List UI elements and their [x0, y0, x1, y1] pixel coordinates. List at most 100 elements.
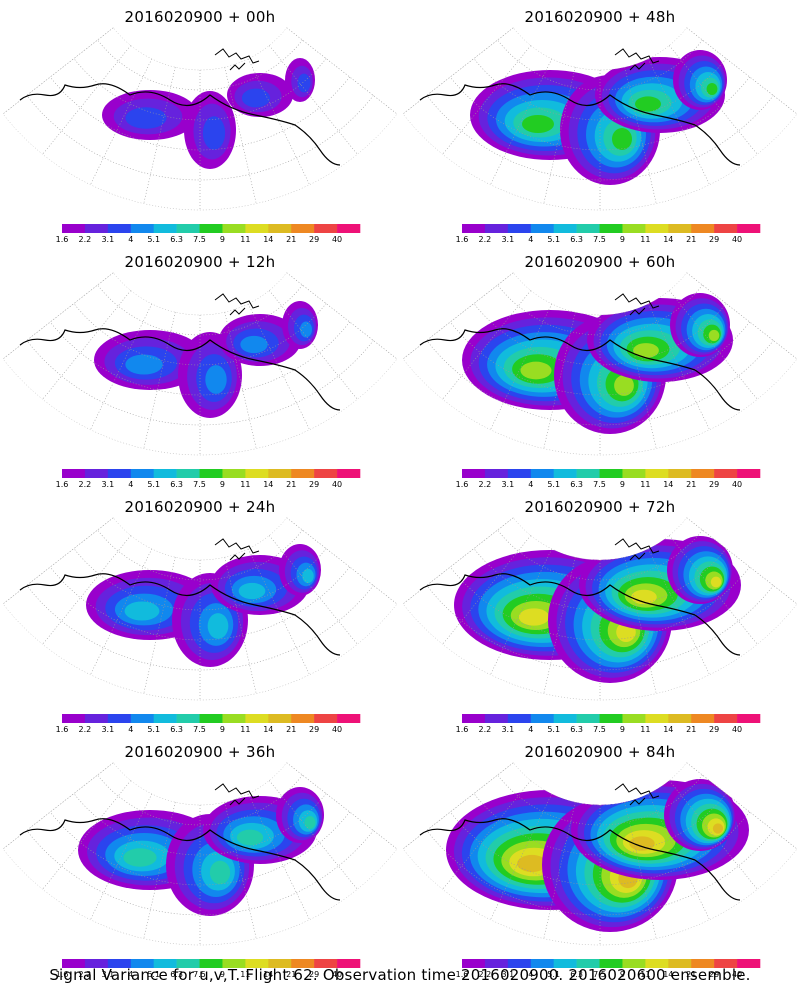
colorbar-tick-label: 21 — [686, 235, 696, 244]
colorbar-tick-label: 2.2 — [79, 725, 92, 734]
colorbar-swatch — [153, 224, 177, 233]
variance-contour — [522, 115, 554, 133]
colorbar-tick-label: 4 — [128, 235, 133, 244]
map-graphic: 1.6 2.2 3.1 4 5.1 6.3 7.5 9 11 14 21 29 40 — [402, 517, 798, 734]
colorbar-tick-label: 5.1 — [547, 480, 560, 489]
panel-title: 2016020900 + 84h — [524, 743, 676, 761]
variance-contour — [708, 329, 720, 342]
colorbar-swatch — [553, 959, 577, 968]
colorbar-tick-label: 7.5 — [193, 480, 206, 489]
colorbar-swatch — [199, 224, 223, 233]
colorbar-tick-label: 1.6 — [56, 725, 69, 734]
variance-contour — [517, 854, 547, 873]
arctic-islands — [614, 48, 660, 71]
colorbar-tick-label: 29 — [709, 725, 719, 734]
map-graphic: 1.6 2.2 3.1 4 5.1 6.3 7.5 9 11 14 21 29 40 — [402, 762, 798, 979]
colorbar-swatch — [645, 224, 669, 233]
variance-contour — [241, 88, 271, 108]
colorbar-swatch — [691, 469, 715, 478]
colorbar-tick-label: 40 — [732, 970, 742, 979]
colorbar-tick-label: 6.3 — [570, 970, 583, 979]
colorbar-tick-label: 40 — [332, 235, 342, 244]
variance-contour — [209, 860, 231, 885]
colorbar-swatch — [268, 714, 292, 723]
variance-contour — [614, 375, 634, 396]
variance-contour — [304, 816, 316, 829]
panel-title: 2016020900 + 24h — [124, 498, 276, 516]
colorbar-tick-label: 2.2 — [479, 480, 492, 489]
colorbar-tick-label: 1.6 — [56, 480, 69, 489]
colorbar-swatch — [84, 469, 109, 478]
colorbar-swatch — [553, 714, 577, 723]
colorbar-swatch — [291, 224, 315, 233]
colorbar-swatch — [176, 714, 200, 723]
colorbar-tick-label: 5.1 — [147, 725, 160, 734]
variance-field — [102, 58, 315, 169]
colorbar-tick-label: 11 — [240, 235, 250, 244]
arctic-islands — [214, 783, 260, 806]
colorbar-swatch — [153, 469, 177, 478]
colorbar-swatch — [84, 224, 109, 233]
colorbar-tick-label: 7.5 — [593, 725, 606, 734]
colorbar-swatch — [668, 959, 692, 968]
colorbar-tick-label: 6.3 — [170, 480, 183, 489]
colorbar-tick-label: 7.5 — [193, 725, 206, 734]
coastline — [419, 328, 741, 411]
colorbar-swatch — [107, 714, 132, 723]
colorbar-swatch — [291, 959, 315, 968]
variance-contour — [520, 361, 552, 380]
colorbar-tick-label: 21 — [686, 480, 696, 489]
colorbar-tick-label: 29 — [309, 480, 319, 489]
panel-title: 2016020900 + 12h — [124, 253, 276, 271]
variance-contour — [710, 576, 722, 588]
colorbar-tick-label: 14 — [263, 480, 273, 489]
colorbar-tick-label: 29 — [709, 235, 719, 244]
colorbar-tick-label: 5.1 — [547, 235, 560, 244]
colorbar-tick-label: 29 — [309, 725, 319, 734]
colorbar-tick-label: 6.3 — [570, 480, 583, 489]
colorbar-swatch — [245, 224, 269, 233]
arctic-islands — [214, 293, 260, 316]
variance-field — [94, 301, 318, 418]
map-panel: 1.6 2.2 3.1 4 5.1 6.3 7.5 9 11 14 21 29 40 2016020900… — [400, 490, 800, 735]
colorbar-swatch — [337, 469, 361, 478]
colorbar-tick-label: 40 — [332, 970, 342, 979]
colorbar-swatch — [268, 224, 292, 233]
colorbar-swatch — [576, 224, 600, 233]
colorbar-swatch — [507, 959, 532, 968]
colorbar-tick-label: 11 — [240, 725, 250, 734]
colorbar-swatch — [530, 224, 554, 233]
colorbar-swatch — [668, 224, 692, 233]
colorbar-swatch — [130, 469, 154, 478]
colorbar-tick-label: 9 — [620, 970, 625, 979]
colorbar-tick-label: 29 — [309, 235, 319, 244]
colorbar-tick-label: 3.1 — [501, 480, 514, 489]
map-graphic: 1.6 2.2 3.1 4 5.1 6.3 7.5 9 11 14 21 29 40 — [2, 762, 398, 979]
colorbar-tick-label: 40 — [332, 480, 342, 489]
colorbar-swatch — [291, 469, 315, 478]
colorbar-tick-label: 11 — [240, 970, 250, 979]
colorbar-tick-label: 21 — [286, 235, 296, 244]
colorbar-tick-label: 9 — [220, 970, 225, 979]
colorbar-tick-label: 14 — [663, 970, 673, 979]
map-panel: 1.6 2.2 3.1 4 5.1 6.3 7.5 9 11 14 21 29 40 2016020900… — [400, 245, 800, 490]
colorbar-tick-label: 14 — [663, 235, 673, 244]
panel-title: 2016020900 + 48h — [524, 8, 676, 26]
colorbar-swatch — [530, 959, 554, 968]
variance-contour — [297, 73, 311, 93]
colorbar-tick-label: 2.2 — [79, 480, 92, 489]
colorbar-swatch — [599, 469, 623, 478]
colorbar-swatch — [484, 224, 509, 233]
arctic-islands — [214, 538, 260, 561]
colorbar: 1.6 2.2 3.1 4 5.1 6.3 7.5 9 11 14 21 29 40 — [56, 224, 361, 244]
variance-contour — [706, 83, 718, 95]
colorbar-swatch — [553, 224, 577, 233]
colorbar-swatch — [153, 714, 177, 723]
colorbar-swatch — [691, 714, 715, 723]
colorbar-swatch — [107, 469, 132, 478]
figure-caption: Signal Variance for u,v,T. Flight 62. Ob… — [49, 966, 751, 984]
colorbar-tick-label: 5.1 — [547, 970, 560, 979]
colorbar-swatch — [337, 959, 361, 968]
arctic-islands — [614, 293, 660, 316]
colorbar-tick-label: 1.6 — [456, 725, 469, 734]
